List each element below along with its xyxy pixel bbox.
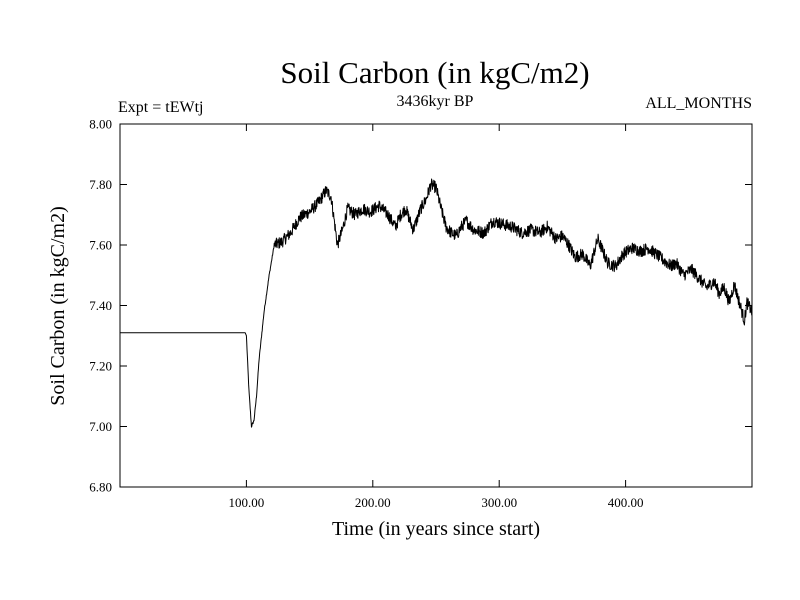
series-line-soil-carbon [119, 178, 753, 428]
chart-title: Soil Carbon (in kgC/m2) [280, 55, 589, 90]
y-tick-label: 7.20 [89, 359, 112, 374]
y-axis-label: Soil Carbon (in kgC/m2) [47, 206, 69, 405]
x-axis-ticks: 100.00 200.00 300.00 400.00 [229, 124, 644, 510]
x-axis-label: Time (in years since start) [332, 518, 540, 540]
y-tick-label: 6.80 [89, 480, 112, 495]
months-label: ALL_MONTHS [645, 95, 752, 112]
x-tick-label: 200.00 [355, 495, 391, 510]
period-label: 3436kyr BP [397, 93, 474, 110]
plot-frame [119, 123, 753, 488]
y-tick-label: 8.00 [89, 117, 112, 132]
y-tick-label: 7.60 [89, 238, 112, 253]
y-tick-label: 7.40 [89, 298, 112, 313]
x-tick-label: 400.00 [608, 495, 644, 510]
x-tick-label: 300.00 [481, 495, 517, 510]
x-tick-label: 100.00 [229, 495, 265, 510]
y-tick-label: 7.00 [89, 419, 112, 434]
experiment-label: Expt = tEWtj [118, 99, 203, 116]
y-axis-ticks: 6.80 7.00 7.20 7.40 7.60 7.80 8.00 [89, 117, 752, 495]
y-tick-label: 7.80 [89, 177, 112, 192]
